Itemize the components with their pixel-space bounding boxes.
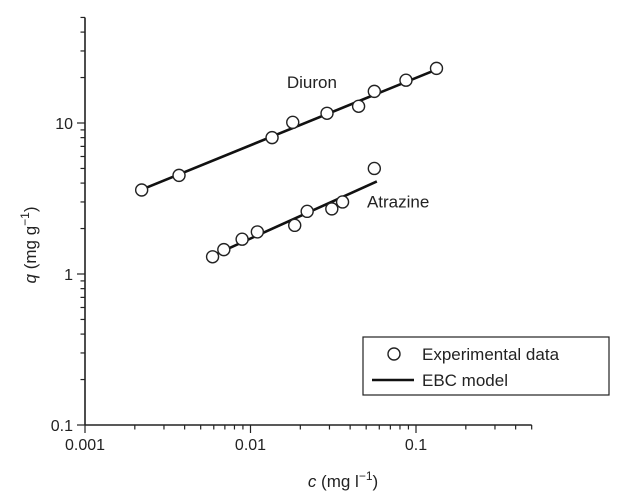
data-points — [134, 61, 444, 264]
atrazine-data-point — [250, 225, 265, 239]
y-axis-label: q (mg g−1) — [18, 206, 40, 283]
atrazine-data-point — [300, 204, 314, 219]
diuron-data-point — [172, 168, 186, 183]
y-tick-label: 10 — [55, 116, 73, 133]
ticks: 0.001 0.01 0.1 0.1 1 10 — [51, 16, 533, 454]
y-tick-label: 1 — [64, 267, 73, 284]
x-axis-label: c (mg l−1) — [308, 469, 378, 491]
diuron-data-point — [265, 130, 279, 145]
diuron-data-point — [320, 106, 334, 120]
legend: Experimental data EBC model — [362, 336, 610, 396]
atrazine-data-point — [205, 250, 220, 264]
atrazine-data-point — [335, 195, 350, 209]
legend-box — [362, 336, 610, 396]
diuron-data-point — [399, 73, 413, 87]
x-tick-label: 0.001 — [65, 437, 105, 454]
annotations: Diuron Atrazine — [287, 73, 429, 211]
atrazine-data-point — [288, 218, 302, 233]
model-lines — [137, 68, 437, 258]
axes — [84, 17, 532, 426]
atrazine-data-point — [367, 161, 382, 176]
atrazine-data-point — [325, 202, 339, 216]
diuron-data-point — [134, 183, 149, 197]
legend-circle-marker — [387, 347, 401, 361]
x-tick-label: 0.1 — [405, 437, 427, 454]
diuron-data-point — [367, 84, 382, 99]
legend-entry-model: EBC model — [422, 371, 508, 390]
diuron-data-point — [286, 115, 300, 130]
annotation-atrazine: Atrazine — [367, 193, 429, 212]
atrazine-data-point — [217, 242, 231, 257]
annotation-diuron: Diuron — [287, 73, 337, 92]
diuron-data-point — [429, 61, 444, 76]
y-tick-label: 0.1 — [51, 418, 73, 435]
diuron-data-point — [351, 99, 366, 114]
x-tick-label: 0.01 — [235, 437, 266, 454]
legend-entry-experimental: Experimental data — [422, 345, 560, 364]
atrazine-data-point — [235, 232, 249, 246]
diuron-model-line — [137, 68, 437, 193]
